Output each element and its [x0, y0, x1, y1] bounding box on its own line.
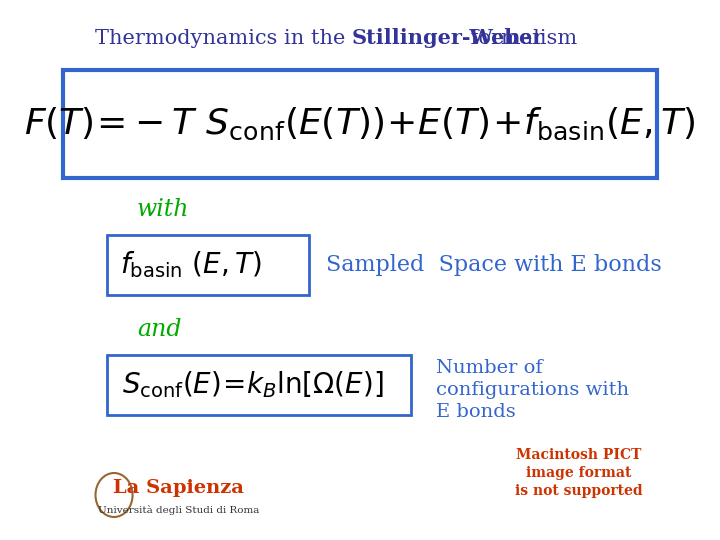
Text: formalism: formalism — [464, 29, 577, 48]
Text: Università degli Studi di Roma: Università degli Studi di Roma — [98, 505, 260, 515]
Text: Number of: Number of — [436, 359, 542, 377]
Text: and: and — [137, 319, 181, 341]
Text: E bonds: E bonds — [436, 403, 516, 421]
Text: $S_{\mathrm{conf}}(E)\!=\!k_{B}\ln[\Omega(E)]$: $S_{\mathrm{conf}}(E)\!=\!k_{B}\ln[\Omeg… — [122, 369, 384, 400]
FancyBboxPatch shape — [107, 235, 310, 295]
Text: configurations with: configurations with — [436, 381, 629, 399]
FancyBboxPatch shape — [107, 355, 410, 415]
Text: La Sapienza: La Sapienza — [113, 479, 244, 497]
Text: image format: image format — [526, 466, 631, 480]
Text: Stillinger-Weber: Stillinger-Weber — [351, 28, 544, 48]
Text: is not supported: is not supported — [516, 484, 643, 498]
Text: $f_{\mathrm{basin}}\ (E,T)$: $f_{\mathrm{basin}}\ (E,T)$ — [120, 249, 261, 280]
Text: Macintosh PICT: Macintosh PICT — [516, 448, 642, 462]
Text: Sampled  Space with E bonds: Sampled Space with E bonds — [326, 254, 662, 276]
Text: $F(T)\!=\!-T\ S_{\mathrm{conf}}(E(T))\!+\!E(T)\!+\!f_{\mathrm{basin}}(E,T)$: $F(T)\!=\!-T\ S_{\mathrm{conf}}(E(T))\!+… — [24, 106, 696, 142]
FancyBboxPatch shape — [63, 70, 657, 178]
Text: with: with — [137, 199, 189, 221]
Text: Thermodynamics in the: Thermodynamics in the — [94, 29, 351, 48]
